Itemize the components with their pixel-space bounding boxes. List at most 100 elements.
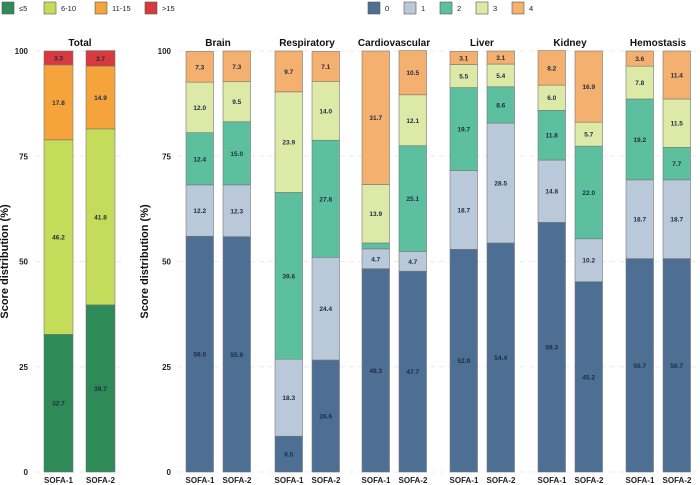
y-axis-label: Score distribution (%) (0, 204, 11, 319)
bar-segment (537, 159, 566, 223)
bar-segment (625, 50, 654, 67)
data-label: 11.5 (671, 121, 684, 128)
data-label: 41.8 (94, 214, 107, 221)
y-tick-label: 0 (24, 468, 29, 477)
bar-segment (662, 98, 691, 148)
legend-swatch (511, 1, 525, 15)
data-label: 18.7 (670, 217, 683, 224)
y-tick-label: 75 (19, 152, 28, 161)
x-tick-label: SOFA-1 (538, 476, 567, 485)
bar-segment (43, 64, 74, 141)
data-label: 12.4 (193, 156, 206, 163)
data-label: 18.7 (633, 217, 646, 224)
data-label: 24.4 (319, 306, 332, 313)
legend-swatch (94, 1, 108, 15)
bar-segment (625, 98, 654, 181)
y-tick-label: 75 (162, 152, 171, 161)
data-label: 4.7 (408, 259, 417, 266)
bar-segment (486, 86, 515, 124)
data-label: 12.3 (230, 208, 243, 215)
x-tick-label: SOFA-2 (312, 476, 341, 485)
data-label: 8.6 (496, 102, 505, 109)
bar-segment (85, 50, 116, 67)
bar-segment (574, 50, 603, 123)
data-label: 56.0 (193, 352, 206, 359)
data-label: 27.8 (319, 196, 332, 203)
legend-swatch (367, 1, 381, 15)
facet-title: Brain (205, 38, 231, 49)
bar-segment (625, 258, 654, 473)
bar-segment (185, 51, 214, 83)
data-label: 18.7 (457, 207, 470, 214)
bar-segment (274, 91, 303, 193)
x-tick-label: SOFA-1 (44, 476, 73, 485)
data-label: 10.2 (582, 258, 595, 265)
data-label: 3.1 (459, 55, 468, 62)
bar-segment (537, 110, 566, 161)
bar-segment (625, 65, 654, 100)
data-label: 11.8 (546, 133, 559, 140)
y-tick-label: 50 (19, 258, 28, 267)
y-tick-label: 25 (19, 363, 28, 372)
data-label: 47.7 (406, 369, 419, 376)
bar-segment (398, 94, 427, 147)
data-label: 4.7 (371, 256, 380, 263)
legend-label: 0 (385, 4, 389, 13)
bar-segment (449, 248, 478, 473)
data-label: 28.5 (494, 180, 507, 187)
legend-label: ≤5 (19, 4, 27, 13)
bar-segment (574, 145, 603, 240)
bar-segment (222, 236, 251, 473)
bar-segment (274, 192, 303, 360)
bar-segment (449, 51, 478, 65)
data-label: 9.5 (232, 99, 241, 106)
bar-segment (361, 242, 390, 250)
bar-segment (361, 50, 390, 185)
bar-segment (574, 238, 603, 283)
data-label: 13.9 (369, 211, 382, 218)
facet-title: Hemostasis (630, 38, 687, 49)
legend-label: 3 (493, 4, 497, 13)
data-label: 10.5 (406, 70, 419, 77)
bar-segment (222, 50, 251, 83)
data-label: 7.3 (232, 64, 241, 71)
bar-segment (625, 179, 654, 259)
data-label: 48.3 (369, 368, 382, 375)
data-label: 31.7 (369, 115, 382, 122)
data-label: 5.4 (496, 73, 505, 80)
bar-segment (486, 50, 515, 65)
bar-segment (361, 268, 390, 473)
bar-segment (537, 50, 566, 86)
data-label: 39.7 (94, 386, 107, 393)
data-label: 55.9 (230, 352, 243, 359)
y-axis-label: Score distribution (%) (139, 204, 151, 319)
x-tick-label: SOFA-2 (399, 476, 428, 485)
data-label: 23.9 (282, 140, 295, 147)
bar-segment (537, 222, 566, 473)
data-label: 5.5 (459, 74, 468, 81)
x-tick-label: SOFA-2 (487, 476, 516, 485)
data-label: 7.7 (672, 161, 681, 168)
bar-segment (398, 145, 427, 252)
legend-label: 4 (529, 4, 533, 13)
data-label: 14.0 (319, 108, 332, 115)
data-label: 12.2 (193, 208, 206, 215)
data-label: 32.7 (52, 401, 65, 408)
data-label: 8.2 (547, 65, 556, 72)
data-label: 5.7 (584, 132, 593, 139)
bar-segment (449, 170, 478, 250)
facet-title: Respiratory (279, 38, 335, 49)
legend-swatch (43, 1, 57, 15)
data-label: 7.1 (321, 64, 330, 71)
bar-segment (185, 132, 214, 186)
bar-segment (274, 50, 303, 93)
legend-label: 11-15 (112, 4, 131, 13)
x-tick-label: SOFA-1 (186, 476, 215, 485)
x-tick-label: SOFA-1 (450, 476, 479, 485)
data-label: 14.8 (545, 189, 558, 196)
legend-swatch (403, 1, 417, 15)
bar-segment (311, 359, 340, 473)
legend-swatch (144, 1, 158, 15)
